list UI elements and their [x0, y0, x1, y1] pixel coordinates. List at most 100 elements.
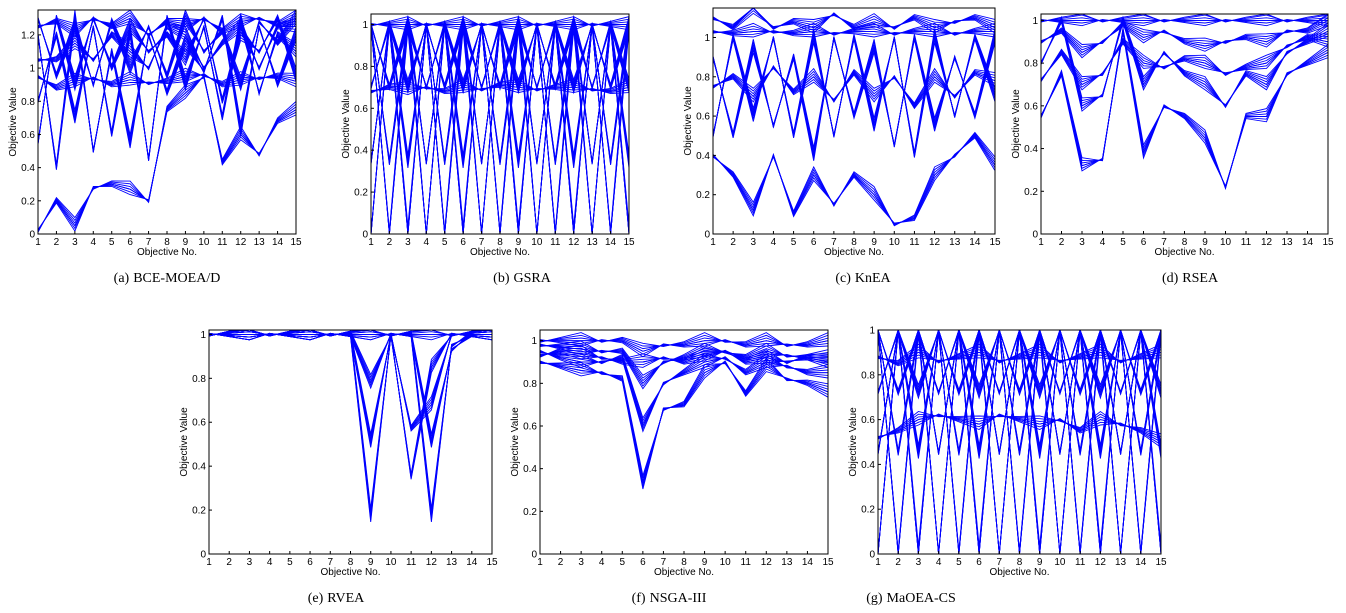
x-tick-label: 4: [1100, 237, 1106, 248]
series-line: [878, 330, 1161, 396]
x-tick-label: 8: [851, 237, 857, 248]
y-axis-label: Objective Value: [683, 86, 694, 156]
x-tick-label: 11: [1075, 557, 1086, 568]
y-tick-label: 0: [704, 230, 710, 241]
y-tick-label: 1.2: [21, 30, 35, 41]
x-tick-label: 3: [751, 237, 757, 248]
caption-f: (f) NSGA-III: [569, 591, 769, 607]
x-tick-label: 9: [1202, 237, 1208, 248]
y-tick-label: 0.4: [21, 163, 35, 174]
x-tick-label: 8: [1017, 557, 1023, 568]
x-tick-label: 1: [710, 237, 716, 248]
x-axis-label: Objective No.: [1154, 247, 1214, 258]
x-tick-label: 14: [802, 557, 814, 568]
series-line: [713, 25, 995, 36]
y-tick-label: 0.2: [523, 507, 537, 518]
y-tick-label: 0: [531, 550, 537, 561]
x-tick-label: 9: [702, 557, 708, 568]
series-line: [713, 8, 995, 30]
series-line: [38, 17, 296, 35]
y-tick-label: 0.2: [354, 188, 368, 199]
x-tick-label: 1: [35, 237, 41, 248]
x-tick-label: 11: [741, 557, 752, 568]
series-line: [209, 330, 492, 474]
y-tick-label: 0.4: [696, 151, 710, 162]
panel-2: 1 2 3 4 5 6 7 8 9 10 11 12 13 14 1500.20.40.60.81Objec…: [341, 13, 635, 258]
series-line: [371, 21, 629, 26]
x-tick-label: 6: [460, 237, 466, 248]
caption-d: (d) RSEA: [1090, 271, 1290, 287]
series-line: [713, 28, 995, 35]
x-tick-label: 4: [267, 557, 273, 568]
series-line: [1041, 17, 1328, 51]
series-line: [540, 340, 828, 376]
series-line: [1041, 27, 1328, 191]
x-tick-label: 11: [550, 237, 561, 248]
series-line: [540, 361, 828, 484]
x-tick-label: 15: [290, 237, 302, 248]
series-line: [878, 414, 1161, 443]
series-line: [38, 73, 296, 90]
series-line: [38, 73, 296, 88]
y-tick-label: 0.8: [21, 97, 35, 108]
y-tick-label: 0.8: [861, 370, 875, 381]
series-line: [1041, 14, 1328, 48]
series-line: [713, 8, 995, 30]
y-tick-label: 0.4: [192, 462, 206, 473]
x-tick-label: 10: [198, 237, 210, 248]
series-group: [371, 14, 629, 234]
series-line: [1041, 15, 1328, 109]
x-tick-label: 15: [486, 557, 498, 568]
y-tick-label: 0: [869, 550, 875, 561]
series-line: [713, 133, 995, 226]
x-axis-label: Objective No.: [654, 567, 714, 578]
series-line: [1041, 19, 1328, 24]
x-tick-label: 14: [1302, 237, 1314, 248]
series-line: [38, 10, 296, 38]
x-tick-label: 14: [969, 237, 981, 248]
series-line: [878, 351, 1161, 365]
series-line: [371, 23, 629, 28]
caption-a: (a) BCE-MOEA/D: [67, 271, 267, 287]
series-line: [878, 330, 1161, 554]
series-line: [878, 413, 1161, 440]
series-line: [1041, 14, 1328, 23]
series-line: [713, 132, 995, 226]
x-tick-label: 14: [1135, 557, 1147, 568]
x-tick-label: 5: [620, 557, 626, 568]
x-tick-label: 13: [781, 557, 793, 568]
x-tick-label: 12: [761, 557, 773, 568]
series-line: [713, 131, 995, 227]
x-tick-label: 4: [771, 237, 777, 248]
series-line: [540, 332, 828, 347]
x-tick-label: 10: [1054, 557, 1066, 568]
x-tick-label: 4: [424, 237, 430, 248]
x-tick-label: 15: [1322, 237, 1334, 248]
x-tick-label: 9: [516, 237, 522, 248]
series-line: [38, 74, 296, 89]
series-line: [209, 333, 492, 443]
series-line: [878, 330, 1161, 554]
series-line: [540, 337, 828, 350]
series-line: [713, 67, 995, 104]
caption-e: (e) RVEA: [236, 591, 436, 607]
x-tick-label: 6: [1141, 237, 1147, 248]
series-line: [38, 70, 296, 87]
series-line: [1041, 34, 1328, 82]
series-line: [540, 347, 828, 364]
x-tick-label: 9: [1037, 557, 1043, 568]
caption-e-label: (e): [307, 591, 324, 606]
x-tick-label: 7: [328, 557, 334, 568]
series-line: [38, 77, 296, 233]
series-line: [1041, 14, 1328, 45]
series-line: [38, 12, 296, 37]
x-tick-label: 3: [1079, 237, 1085, 248]
x-tick-label: 9: [368, 557, 374, 568]
x-tick-label: 10: [385, 557, 397, 568]
x-tick-label: 14: [605, 237, 617, 248]
caption-d-text: RSEA: [1182, 271, 1219, 286]
series-line: [209, 332, 492, 478]
x-axis-label: Objective No.: [470, 247, 530, 258]
series-group: [1041, 14, 1328, 191]
y-tick-label: 0.6: [192, 418, 206, 429]
